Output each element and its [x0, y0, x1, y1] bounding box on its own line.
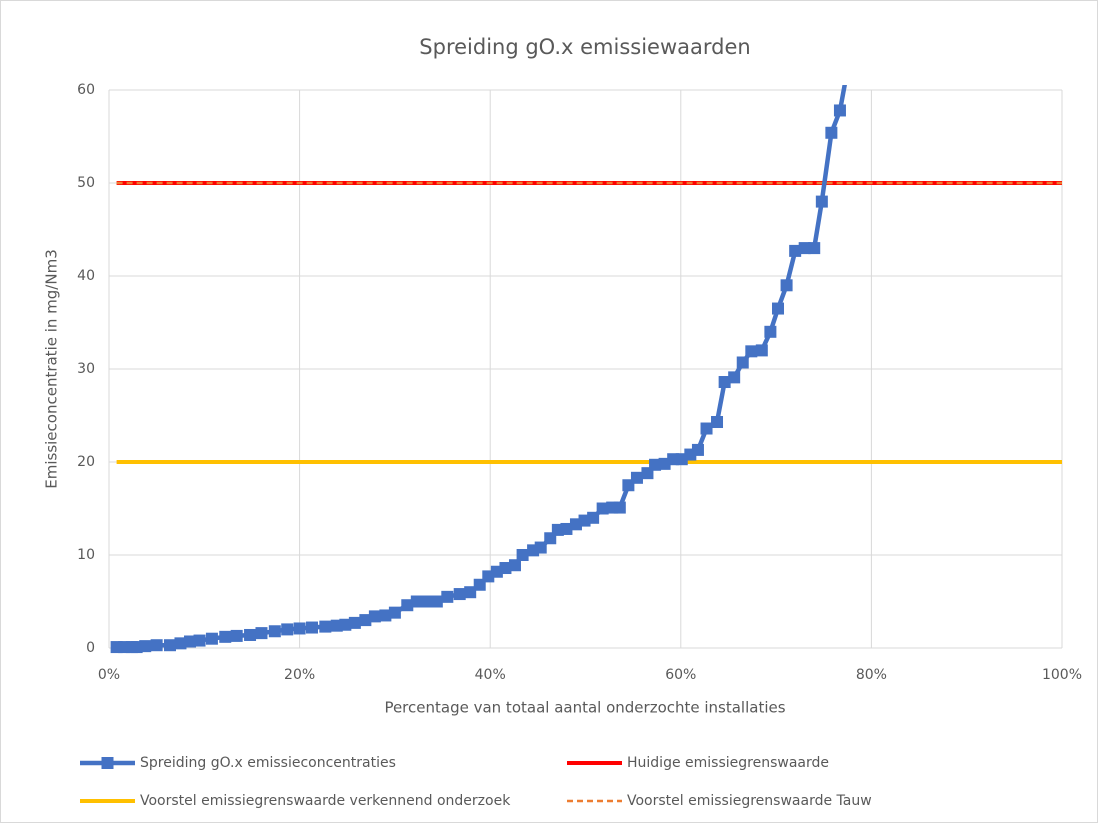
data-point — [230, 629, 243, 642]
data-point — [534, 541, 547, 554]
data-point — [184, 635, 197, 648]
data-point — [368, 610, 381, 623]
y-tick-label: 60 — [77, 82, 95, 98]
data-point — [339, 618, 352, 631]
data-point — [219, 630, 232, 643]
data-point — [464, 586, 477, 599]
y-tick-label: 50 — [77, 175, 95, 191]
data-point — [193, 634, 206, 647]
data-point — [255, 627, 268, 640]
data-point — [718, 376, 731, 389]
x-tick-label: 100% — [1042, 667, 1082, 683]
data-point — [205, 632, 218, 645]
data-point — [150, 639, 163, 652]
data-point — [305, 621, 318, 634]
data-point — [401, 599, 414, 612]
data-point — [379, 609, 392, 622]
legend-label: Voorstel emissiegrenswaarde verkennend o… — [140, 793, 511, 809]
data-point — [508, 559, 521, 572]
data-point — [453, 588, 466, 601]
data-point — [736, 356, 749, 369]
data-point — [359, 614, 372, 627]
legend-marker — [101, 757, 114, 769]
legend: Spreiding gO.x emissieconcentraties Huidi… — [80, 755, 872, 809]
data-point — [587, 511, 600, 524]
y-tick-label: 40 — [77, 268, 95, 284]
data-point — [833, 104, 846, 117]
y-tick-label: 0 — [86, 640, 95, 656]
x-tick-label: 40% — [475, 667, 506, 683]
data-point — [798, 242, 811, 255]
data-point — [319, 620, 332, 633]
data-point — [808, 242, 821, 255]
data-point — [348, 616, 361, 629]
data-point — [825, 126, 838, 139]
data-point — [174, 637, 187, 650]
data-point — [163, 639, 176, 652]
x-tick-label: 60% — [665, 667, 696, 683]
y-tick-label: 30 — [77, 361, 95, 377]
data-point — [649, 458, 662, 471]
x-tick-label: 80% — [856, 667, 887, 683]
data-point — [560, 522, 573, 535]
data-point — [516, 549, 529, 561]
data-point — [700, 422, 713, 435]
data-point — [815, 195, 828, 208]
data-point — [780, 279, 793, 292]
data-point — [421, 595, 434, 608]
data-point — [430, 595, 443, 608]
data-point — [613, 501, 626, 514]
data-point — [244, 628, 257, 641]
chart-title: Spreiding gO.x emissiewaarden — [419, 35, 750, 59]
data-point — [728, 371, 741, 384]
data-point — [268, 625, 281, 638]
data-point — [139, 640, 152, 653]
data-point — [441, 590, 454, 603]
x-axis-title: Percentage van totaal aantal onderzochte… — [384, 699, 785, 717]
data-point — [745, 345, 758, 358]
data-point — [772, 302, 785, 315]
x-tick-label: 0% — [98, 667, 120, 683]
plot-area — [110, 85, 1062, 654]
legend-label: Spreiding gO.x emissieconcentraties — [140, 755, 396, 771]
data-point — [764, 325, 777, 338]
data-point — [293, 622, 306, 635]
data-point — [596, 502, 609, 515]
data-point — [499, 562, 512, 575]
y-tick-label: 10 — [77, 547, 95, 563]
data-point — [388, 606, 401, 619]
legend-label: Huidige emissiegrenswaarde — [627, 755, 829, 771]
y-tick-label: 20 — [77, 454, 95, 470]
y-axis-title: Emissieconcentratie in mg/Nm3 — [43, 249, 61, 489]
data-point — [281, 623, 294, 636]
data-point — [410, 595, 423, 608]
x-tick-label: 20% — [284, 667, 315, 683]
data-point — [630, 471, 643, 484]
data-point — [711, 416, 724, 429]
data-point — [755, 344, 768, 357]
data-point — [789, 244, 802, 257]
legend-label: Voorstel emissiegrenswaarde Tauw — [627, 793, 872, 809]
data-point — [691, 443, 704, 456]
